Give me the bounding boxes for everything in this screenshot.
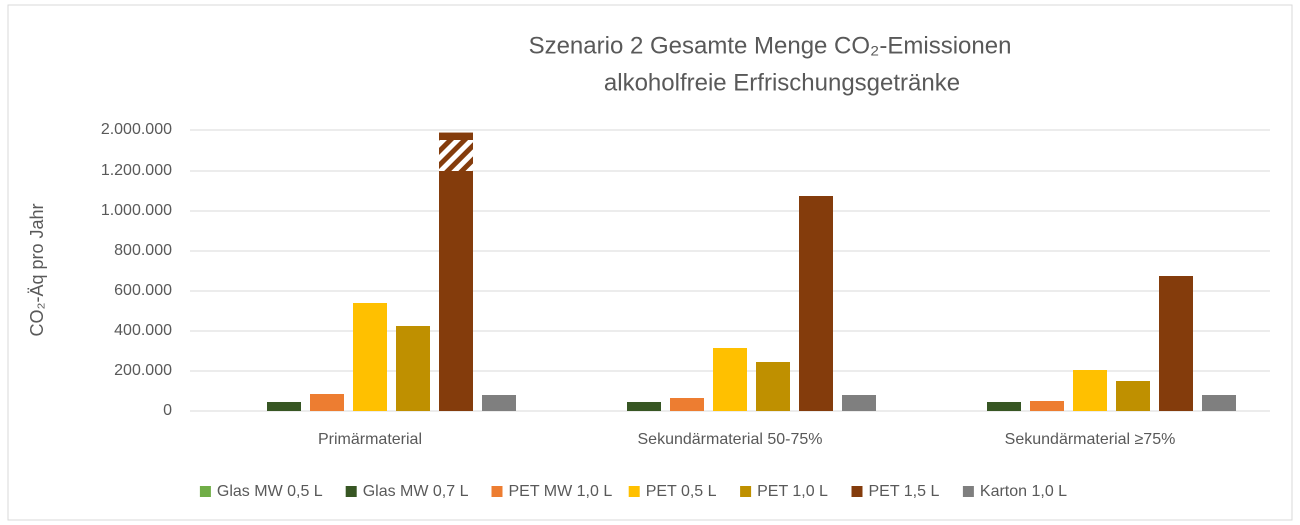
legend-swatch	[962, 486, 974, 497]
chart-title: alkoholfreie Erfrischungsgetränke	[604, 69, 960, 96]
legend-label: Glas MW 0,7 L	[363, 483, 469, 500]
legend-label: PET MW 1,0 L	[509, 483, 613, 500]
y-tick-label: 1.200.000	[101, 162, 172, 179]
x-tick-label: Primärmaterial	[318, 431, 422, 448]
bar	[842, 395, 876, 411]
x-tick-label: Sekundärmaterial ≥75%	[1005, 431, 1176, 448]
legend-swatch	[851, 486, 863, 497]
bar	[670, 398, 704, 411]
legend-label: PET 1,0 L	[757, 483, 828, 500]
bar	[987, 402, 1021, 411]
bar	[439, 132, 473, 411]
y-tick-label: 0	[163, 402, 172, 419]
y-tick-label: 400.000	[114, 322, 172, 339]
legend-label: Glas MW 0,5 L	[217, 483, 323, 500]
legend-swatch	[345, 486, 357, 497]
bar	[353, 303, 387, 411]
axis-break-hatch	[439, 140, 473, 171]
y-tick-label: 2.000.000	[101, 121, 172, 138]
bar	[396, 326, 430, 411]
bar	[482, 395, 516, 411]
bar	[1030, 401, 1064, 411]
bar	[799, 196, 833, 411]
bar	[1159, 276, 1193, 411]
legend-swatch	[740, 486, 752, 497]
legend-label: Karton 1,0 L	[980, 483, 1067, 500]
bar	[267, 402, 301, 411]
bar	[713, 348, 747, 411]
y-axis-label: CO₂-Äq pro Jahr	[27, 203, 47, 336]
bar	[1202, 395, 1236, 411]
legend-label: PET 0,5 L	[646, 483, 717, 500]
bar	[756, 362, 790, 411]
y-tick-label: 600.000	[114, 282, 172, 299]
bar	[310, 394, 344, 411]
legend-swatch	[491, 486, 503, 497]
legend-label: PET 1,5 L	[869, 483, 940, 500]
chart-border	[7, 4, 1293, 521]
x-tick-label: Sekundärmaterial 50-75%	[638, 431, 823, 448]
bar	[627, 402, 661, 411]
legend-swatch	[628, 486, 640, 497]
bar	[1116, 381, 1150, 411]
y-tick-label: 800.000	[114, 242, 172, 259]
chart-title: Szenario 2 Gesamte Menge CO₂-Emissionen	[529, 32, 1012, 59]
y-tick-label: 1.000.000	[101, 202, 172, 219]
bar	[1073, 370, 1107, 411]
legend-swatch	[199, 486, 211, 497]
y-tick-label: 200.000	[114, 362, 172, 379]
